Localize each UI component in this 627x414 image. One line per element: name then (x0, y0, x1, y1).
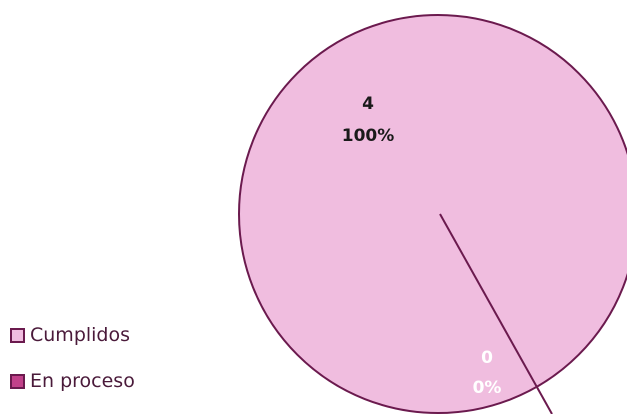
legend-item-en-proceso: En proceso (10, 368, 135, 394)
data-label-value-en-proceso: 0 (481, 348, 493, 368)
data-label-value-cumplidos: 4 (362, 94, 374, 114)
data-label-percent-cumplidos: 100% (342, 126, 395, 146)
legend-swatch-en-proceso (10, 373, 25, 389)
legend-item-cumplidos: Cumplidos (10, 322, 135, 348)
leader-line-en-proceso (439, 213, 553, 414)
legend-label-en-proceso: En proceso (30, 370, 135, 392)
data-label-percent-en-proceso: 0% (473, 378, 502, 398)
legend-label-cumplidos: Cumplidos (30, 324, 131, 346)
legend-swatch-cumplidos (10, 327, 25, 343)
legend: Cumplidos En proceso (10, 322, 135, 414)
pie-slice-cumplidos (238, 14, 627, 414)
